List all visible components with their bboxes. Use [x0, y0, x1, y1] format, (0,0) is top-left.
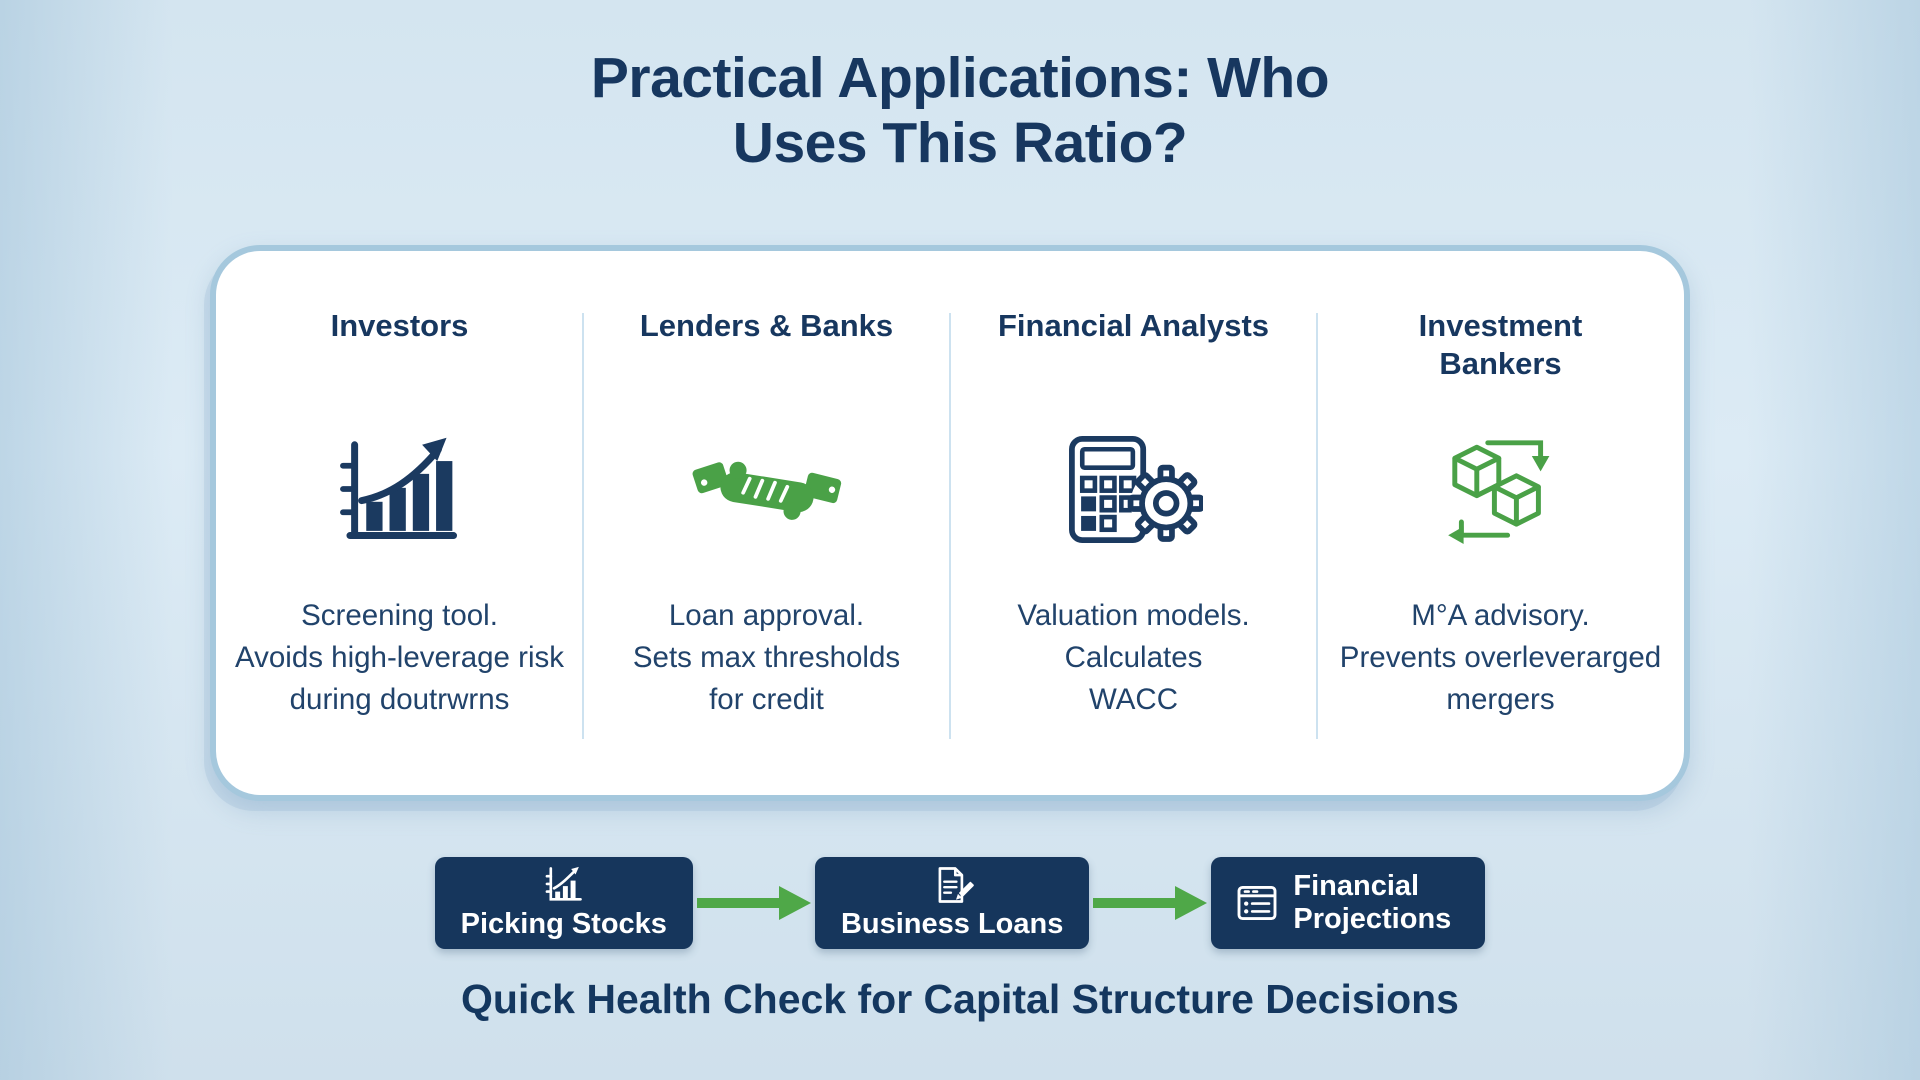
column-investors: Investors	[216, 251, 584, 795]
column-header: Financial Analysts	[997, 308, 1270, 343]
flow-step-business-loans: Business Loans	[814, 857, 1090, 949]
spreadsheet-icon	[1233, 879, 1281, 927]
bottom-caption: Quick Health Check for Capital Structure…	[461, 976, 1459, 1022]
page-title: Practical Applications: Who Uses This Ra…	[0, 46, 1920, 176]
use-case-flow: Picking Stocks Bu	[0, 857, 1920, 949]
applications-card: Investors	[210, 245, 1690, 801]
column-header: Investors	[330, 308, 469, 343]
growth-bar-chart-icon	[336, 409, 464, 569]
column-description: Valuation models. Calculates WACC	[1017, 599, 1250, 716]
page-title-line2: Uses This Ratio?	[732, 110, 1188, 175]
flow-step-label: Picking Stocks	[460, 908, 667, 940]
cubes-exchange-icon	[1435, 409, 1567, 569]
column-financial-analysts: Financial Analysts	[950, 251, 1318, 795]
flow-step-label: Financial Projections	[1293, 869, 1452, 935]
column-description: Screening tool. Avoids high-leverage ris…	[234, 599, 565, 716]
flow-step-picking-stocks: Picking Stocks	[434, 857, 693, 949]
flow-step-financial-projections: Financial Projections	[1211, 857, 1486, 949]
calculator-gear-icon	[1065, 409, 1203, 569]
column-lenders-banks: Lenders & Banks	[583, 251, 951, 795]
flow-arrow-icon	[1093, 886, 1208, 920]
flow-step-label: Business Loans	[840, 908, 1064, 940]
column-description: M°A advisory. Prevents overleverarged me…	[1339, 599, 1662, 716]
page-title-line1: Practical Applications: Who	[590, 46, 1330, 110]
handshake-icon	[692, 409, 842, 569]
stock-chart-icon	[542, 863, 586, 907]
column-description: Loan approval. Sets max thresholds for c…	[632, 599, 901, 716]
column-header: Investment Bankers	[1418, 308, 1583, 381]
column-investment-bankers: Investment Bankers M°A	[1317, 251, 1684, 795]
column-header: Lenders & Banks	[639, 308, 894, 343]
document-edit-icon	[930, 863, 974, 907]
flow-arrow-icon	[696, 886, 811, 920]
